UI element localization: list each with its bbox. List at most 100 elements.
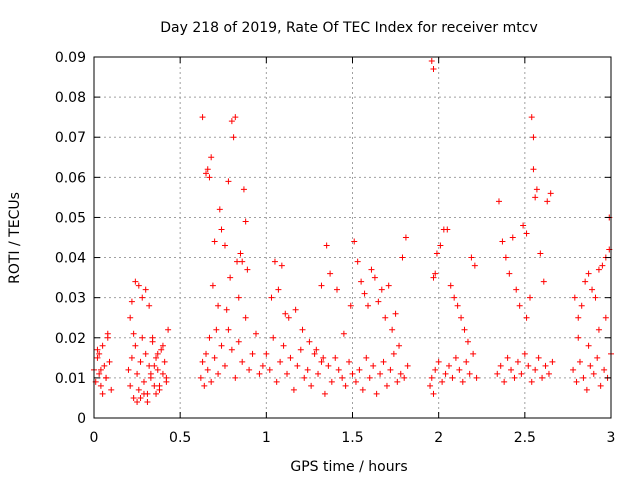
- data-point: [318, 282, 325, 289]
- data-point: [140, 390, 147, 397]
- data-point: [209, 282, 216, 289]
- data-point: [342, 382, 349, 389]
- data-point: [351, 238, 358, 245]
- data-point: [597, 382, 604, 389]
- data-point: [290, 386, 297, 393]
- data-point: [103, 374, 110, 381]
- data-point: [154, 366, 161, 373]
- data-point: [528, 378, 535, 385]
- data-point: [104, 330, 111, 337]
- data-point: [97, 382, 104, 389]
- data-point: [570, 366, 577, 373]
- data-point: [590, 370, 597, 377]
- data-point: [223, 306, 230, 313]
- data-point: [323, 242, 330, 249]
- data-point: [589, 286, 596, 293]
- data-point: [594, 354, 601, 361]
- data-point: [494, 370, 501, 377]
- data-point: [427, 382, 434, 389]
- data-point: [328, 378, 335, 385]
- data-point: [537, 250, 544, 257]
- data-point: [134, 398, 141, 405]
- y-tick-label: 0.03: [55, 291, 86, 307]
- data-point: [130, 330, 137, 337]
- data-point: [432, 366, 439, 373]
- data-point: [499, 238, 506, 245]
- data-point: [211, 238, 218, 245]
- x-tick-label: 0.5: [169, 430, 191, 446]
- data-point: [208, 154, 215, 161]
- data-point: [159, 370, 166, 377]
- data-point: [163, 374, 170, 381]
- data-point: [373, 390, 380, 397]
- data-point: [601, 366, 608, 373]
- data-point: [199, 358, 206, 365]
- y-tick-label: 0.01: [55, 371, 86, 387]
- data-point: [218, 226, 225, 233]
- data-point: [473, 374, 480, 381]
- data-point: [454, 302, 461, 309]
- data-point: [449, 374, 456, 381]
- data-point: [368, 266, 375, 273]
- data-point: [96, 370, 103, 377]
- x-tick-label: 2: [434, 430, 443, 446]
- data-point: [221, 242, 228, 249]
- data-point: [456, 366, 463, 373]
- data-point: [468, 254, 475, 261]
- data-point: [147, 370, 154, 377]
- data-point: [270, 334, 277, 341]
- data-point: [127, 382, 134, 389]
- data-point: [242, 218, 249, 225]
- data-point: [234, 258, 241, 265]
- data-point: [256, 370, 263, 377]
- data-point: [390, 350, 397, 357]
- data-point: [497, 362, 504, 369]
- data-point: [359, 386, 366, 393]
- data-point: [211, 354, 218, 361]
- data-point: [325, 362, 332, 369]
- data-point: [277, 358, 284, 365]
- y-tick-label: 0.04: [55, 251, 86, 267]
- data-point: [523, 314, 530, 321]
- data-point: [315, 370, 322, 377]
- data-point: [204, 166, 211, 173]
- data-point: [389, 326, 396, 333]
- data-point: [602, 314, 609, 321]
- data-point: [430, 274, 437, 281]
- data-point: [461, 326, 468, 333]
- data-point: [587, 362, 594, 369]
- data-point: [509, 234, 516, 241]
- x-tick-label: 1: [262, 430, 271, 446]
- data-point: [332, 354, 339, 361]
- data-point: [263, 350, 270, 357]
- data-point: [278, 262, 285, 269]
- data-point: [127, 314, 134, 321]
- data-point: [282, 310, 289, 317]
- data-point: [533, 186, 540, 193]
- data-point: [378, 286, 385, 293]
- data-point: [580, 374, 587, 381]
- data-point: [99, 390, 106, 397]
- data-point: [592, 294, 599, 301]
- data-point: [246, 366, 253, 373]
- data-point: [275, 286, 282, 293]
- data-point: [240, 186, 247, 193]
- data-point: [549, 358, 556, 365]
- data-point: [230, 134, 237, 141]
- data-point: [252, 330, 259, 337]
- data-point: [128, 298, 135, 305]
- data-point: [428, 374, 435, 381]
- data-point: [347, 302, 354, 309]
- data-point: [544, 198, 551, 205]
- data-point: [311, 350, 318, 357]
- data-point: [370, 362, 377, 369]
- data-point: [146, 362, 153, 369]
- data-point: [285, 314, 292, 321]
- data-point: [525, 362, 532, 369]
- data-point: [530, 166, 537, 173]
- data-point: [582, 278, 589, 285]
- data-point: [387, 366, 394, 373]
- data-point: [301, 374, 308, 381]
- data-point: [153, 354, 160, 361]
- data-point: [349, 370, 356, 377]
